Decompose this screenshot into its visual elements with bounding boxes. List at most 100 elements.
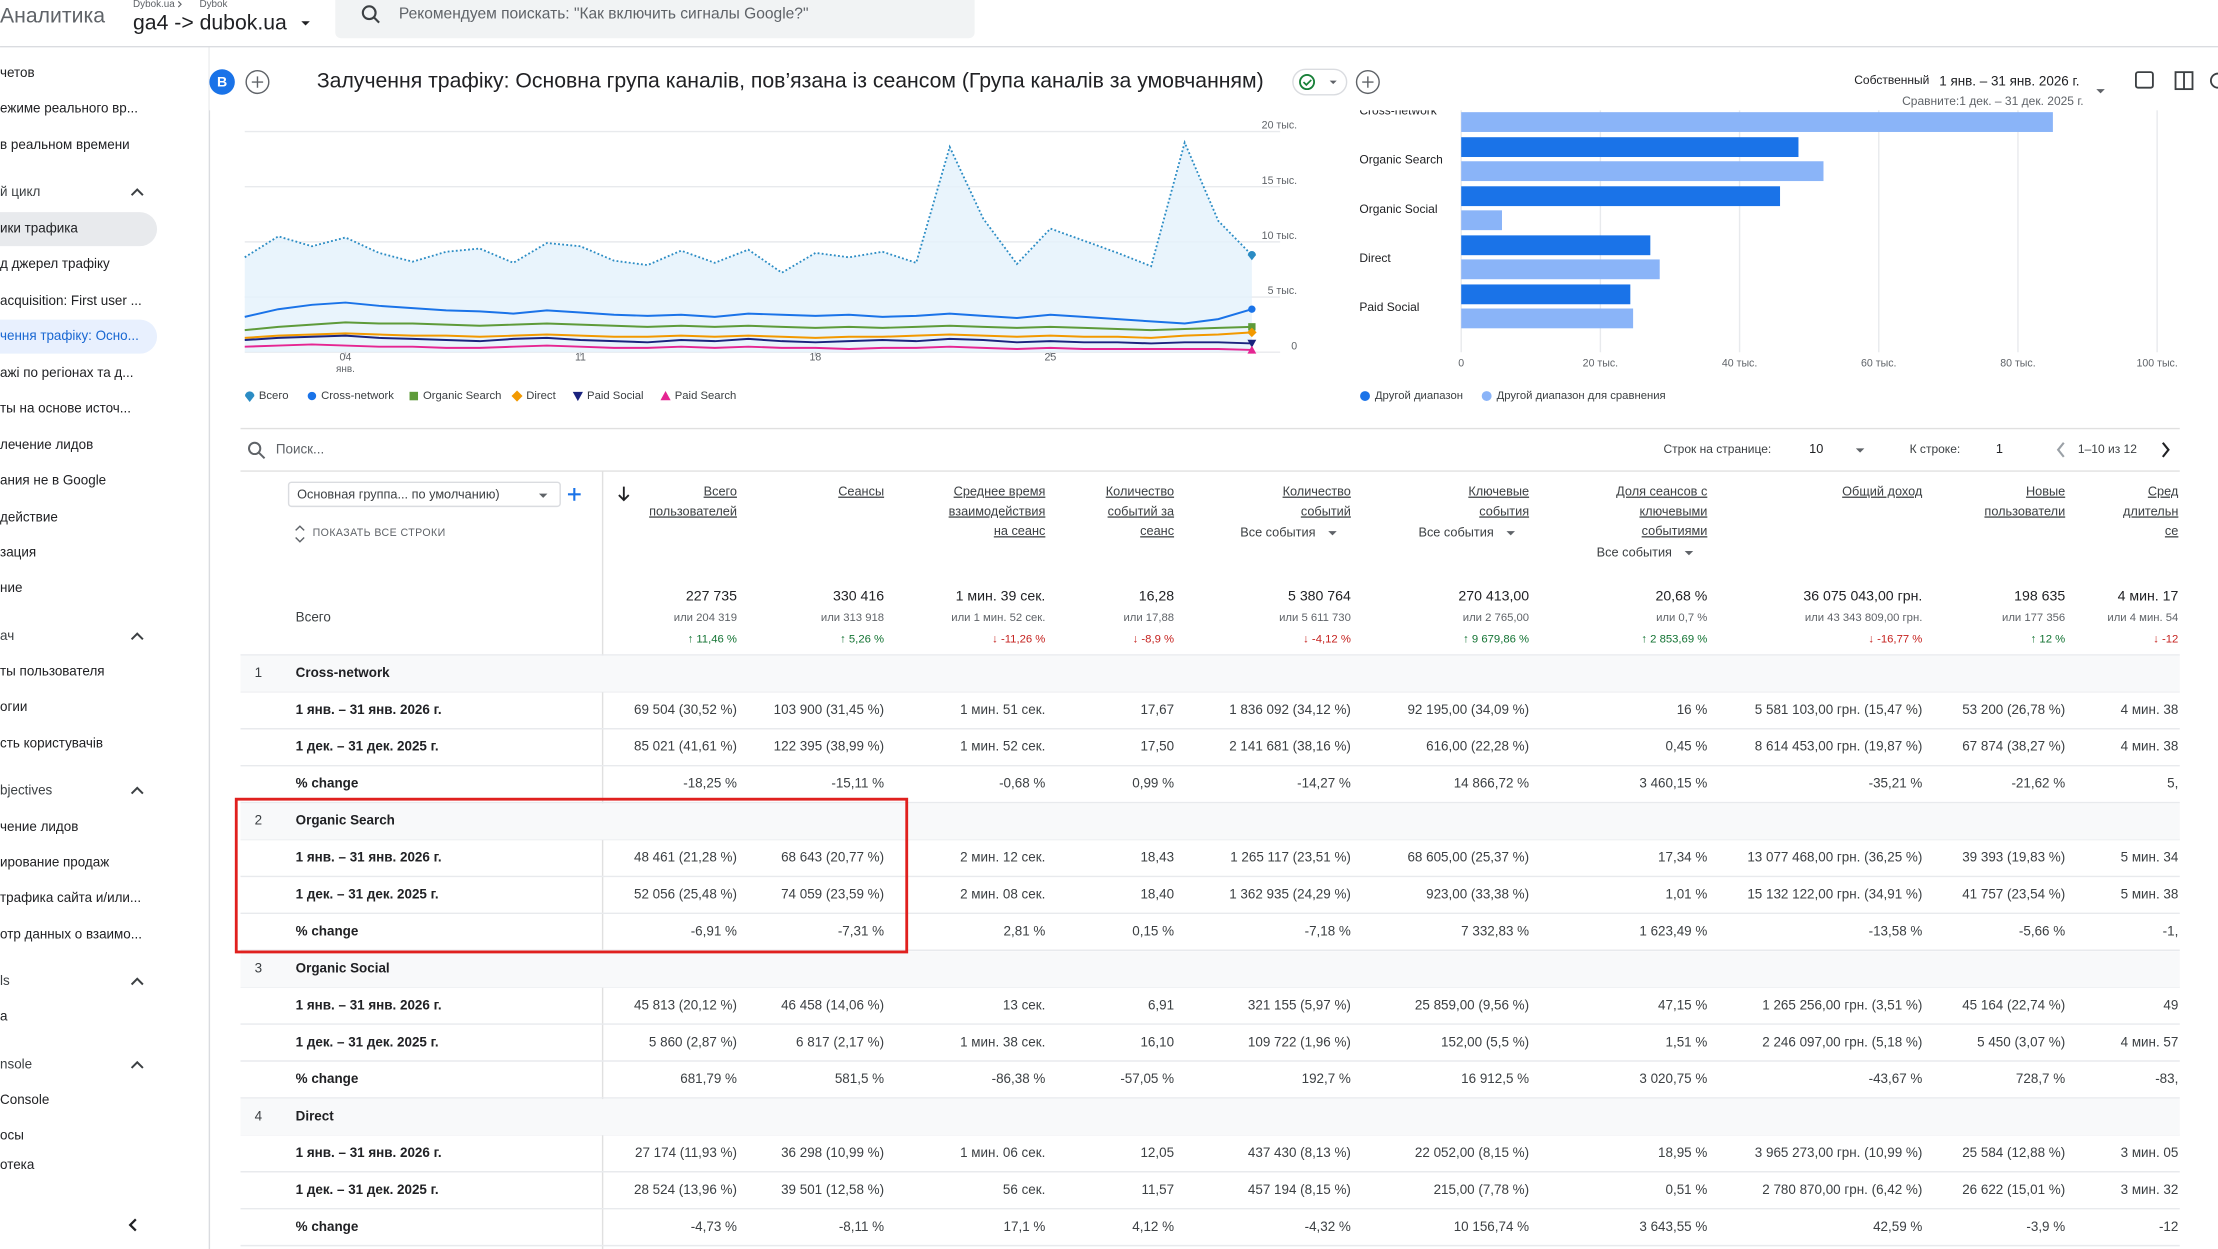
date-range[interactable]: 1 янв. – 31 янв. 2026 г. [1939,74,2079,89]
nav-item[interactable]: отр данных о взаимо... [0,927,142,942]
chevron-icon [130,977,144,986]
column-header[interactable]: на сеанс [994,523,1046,538]
nav-item[interactable]: действие [0,509,58,524]
dimension-select[interactable] [287,481,561,508]
nav-section[interactable]: ls [0,973,10,988]
nav-item[interactable]: Console [0,1092,49,1107]
metric-filter[interactable]: Все события [1418,525,1493,540]
nav-item[interactable]: ики трафика [0,221,78,236]
series-line [244,321,1252,332]
nav-item[interactable]: огии [0,699,27,714]
nav-item[interactable]: а [0,1009,8,1024]
nav-item[interactable]: д джерел трафіку [0,256,110,271]
breadcrumb: Dybok.ua [133,0,175,10]
status-chip[interactable] [1292,68,1348,96]
column-header[interactable]: Общий доход [1842,484,1923,499]
nav-item[interactable]: ние [0,580,22,595]
cell: -8,11 % [839,1219,884,1234]
total-compare: или 204 319 [674,612,737,624]
bar [1461,259,1660,280]
nav-item[interactable]: трафика сайта и/или... [0,890,141,905]
column-header[interactable]: Ключевые [1468,484,1529,499]
group-name[interactable]: Cross-network [296,665,391,680]
nav-item[interactable]: осы [0,1127,24,1142]
nav-section[interactable]: bjectives [0,782,53,797]
column-header[interactable]: Всего [704,484,737,499]
collapse-icon[interactable] [128,1218,137,1232]
show-all-rows[interactable]: ПОКАЗАТЬ ВСЕ СТРОКИ [313,527,446,539]
column-header[interactable]: Новые [2026,484,2065,499]
column-header[interactable]: Среднее время [954,484,1046,499]
column-header[interactable]: событий за [1108,503,1175,518]
nav-item[interactable]: зация [0,545,36,560]
cell: 5 860 (2,87 %) [649,1034,737,1049]
cell: 68 643 (20,77 %) [781,850,884,865]
column-header[interactable]: Количество [1283,484,1351,499]
column-header[interactable]: пользователи [1984,503,2065,518]
legend-marker [660,390,671,401]
go-to-row[interactable]: 1 [1996,441,2003,456]
check-icon [1299,74,1316,91]
column-header[interactable]: ключевыми [1639,503,1707,518]
column-header[interactable]: пользователей [649,503,737,518]
avatar[interactable] [209,69,235,95]
nav-item[interactable]: четов [0,65,35,80]
column-header[interactable]: длительн [2123,503,2178,518]
nav-item[interactable]: ежиме реального вр... [0,100,138,115]
nav-item[interactable]: ты пользователя [0,663,105,678]
nav-section[interactable]: ач [0,628,14,643]
nav-item[interactable]: в реальном времени [0,137,130,152]
report-title: Залучення трафіку: Основна група каналів… [317,70,1264,93]
column-header[interactable]: сеанс [1140,523,1175,538]
property-selector[interactable]: ga4 -> dubok.ua [133,12,287,35]
group-name[interactable]: Direct [296,1108,335,1123]
nav-item[interactable]: чение лидов [0,819,78,834]
column-header[interactable]: се [2165,523,2178,538]
nav-section[interactable]: nsole [0,1057,32,1072]
column-header[interactable]: Доля сеансов с [1616,484,1708,499]
column-header[interactable]: взаимодействия [949,503,1046,518]
nav-item[interactable]: ирование продаж [0,854,109,869]
column-header[interactable]: Сеансы [838,484,884,499]
group-row-bg [240,803,2180,840]
nav-item[interactable]: отека [0,1157,35,1172]
cell: 5 мин. 38 [2121,886,2179,901]
add-button[interactable] [1355,70,1380,95]
share-icon[interactable] [2135,71,2154,89]
metric-filter[interactable]: Все события [1597,544,1672,559]
group-name[interactable]: Organic Social [296,960,390,975]
metric-filter[interactable]: Все события [1240,525,1315,540]
column-header[interactable]: Количество [1106,484,1174,499]
add-comparison[interactable] [245,70,270,95]
nav-item[interactable]: acquisition: First user ... [0,293,142,308]
group-name[interactable]: Organic Search [296,813,395,828]
cell: 1 836 092 (34,12 %) [1229,702,1351,717]
cell: 923,00 (33,38 %) [1426,886,1529,901]
cell: 14 866,72 % [1454,776,1529,791]
search-box[interactable] [335,0,975,39]
nav-item[interactable]: ания не в Google [0,472,106,487]
rows-per-page[interactable]: 10 [1809,441,1823,456]
next-page[interactable] [2161,442,2170,458]
total-change: ↓ -12 [2153,633,2178,645]
total-compare: или 0,7 % [1656,612,1707,624]
column-header[interactable]: событий [1301,503,1351,518]
group-index: 1 [255,665,262,680]
cell: -86,38 % [992,1071,1046,1086]
cell: 17,34 % [1658,850,1707,865]
column-header[interactable]: Сред [2148,484,2179,499]
column-header[interactable]: событиями [1642,523,1708,538]
table-search[interactable]: Поиск... [276,441,324,456]
sort-arrow[interactable] [618,486,630,502]
nav-item[interactable]: сть користувачів [0,736,103,751]
prev-page[interactable] [2056,442,2065,458]
add-dimension-icon[interactable] [567,488,581,501]
x-tick-label: 25 [1045,352,1057,364]
column-header[interactable]: события [1479,503,1529,518]
nav-section[interactable]: й цикл [0,184,40,199]
nav-item[interactable]: лечение лидов [0,437,93,452]
nav-item[interactable]: чення трафіку: Осно... [0,328,139,343]
nav-item[interactable]: ажі по регіонах та д... [0,365,133,380]
nav-item[interactable]: ты на основе источ... [0,400,131,415]
